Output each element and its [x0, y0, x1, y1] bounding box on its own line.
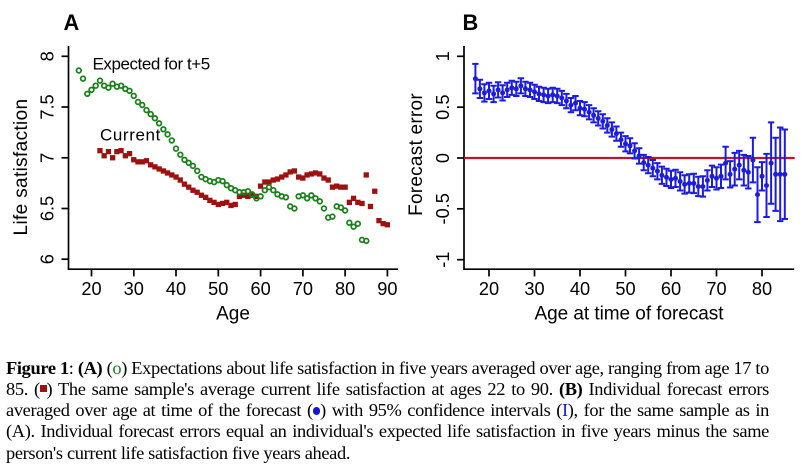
svg-text:7: 7 — [38, 153, 58, 163]
svg-text:6: 6 — [38, 254, 58, 264]
svg-text:-0.5: -0.5 — [433, 193, 453, 224]
svg-text:Expected for t+5: Expected for t+5 — [93, 55, 210, 74]
svg-text:7.5: 7.5 — [38, 94, 58, 119]
svg-text:80: 80 — [335, 279, 355, 299]
svg-text:30: 30 — [124, 279, 144, 299]
svg-text:70: 70 — [293, 279, 313, 299]
svg-text:B: B — [463, 10, 479, 35]
svg-text:0.5: 0.5 — [433, 95, 453, 120]
svg-text:60: 60 — [661, 279, 681, 299]
svg-text:50: 50 — [208, 279, 228, 299]
svg-text:90: 90 — [377, 279, 397, 299]
svg-text:-1: -1 — [433, 252, 453, 268]
svg-text:Forecast error: Forecast error — [406, 93, 427, 216]
svg-text:Life satisfaction: Life satisfaction — [11, 99, 32, 236]
svg-text:8: 8 — [38, 51, 58, 61]
svg-text:50: 50 — [615, 279, 635, 299]
svg-text:80: 80 — [752, 279, 772, 299]
svg-text:20: 20 — [81, 279, 101, 299]
svg-text:40: 40 — [166, 279, 186, 299]
svg-text:Current: Current — [100, 126, 161, 145]
svg-text:Age: Age — [216, 304, 250, 325]
svg-text:40: 40 — [570, 279, 590, 299]
svg-text:A: A — [64, 10, 80, 35]
svg-text:1: 1 — [433, 51, 453, 61]
svg-text:60: 60 — [250, 279, 270, 299]
svg-text:70: 70 — [706, 279, 726, 299]
svg-text:6.5: 6.5 — [38, 196, 58, 221]
svg-text:30: 30 — [524, 279, 544, 299]
svg-text:Age at time of forecast: Age at time of forecast — [535, 304, 725, 325]
svg-text:0: 0 — [433, 153, 453, 163]
svg-text:20: 20 — [479, 279, 499, 299]
